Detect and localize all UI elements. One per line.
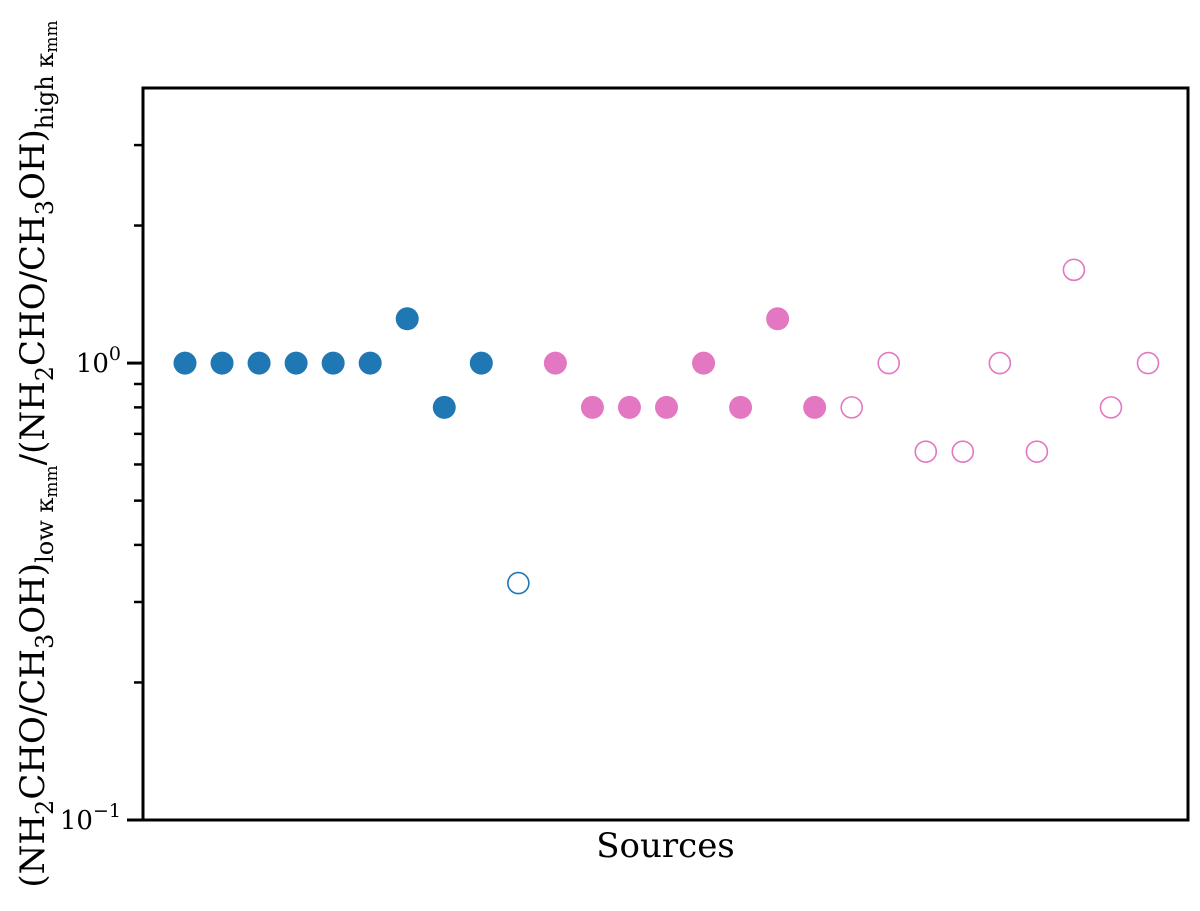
y-axis-ticks: 10−1 100 [60, 143, 143, 836]
filled-data-point [766, 307, 790, 331]
plot-frame [141, 86, 1190, 822]
open-data-point [988, 351, 1012, 375]
open-data-point [877, 351, 901, 375]
y-tick-label: 10−1 [60, 800, 121, 836]
filled-data-point [173, 351, 197, 375]
filled-data-point [655, 395, 678, 419]
open-data-point [1025, 440, 1049, 463]
open-data-point [1136, 351, 1160, 375]
filled-data-point [284, 351, 308, 375]
filled-data-point [469, 351, 493, 375]
open-data-point [840, 396, 863, 419]
filled-data-point [617, 395, 641, 419]
open-data-point [507, 571, 530, 595]
filled-data-point [692, 351, 716, 375]
filled-data-point [580, 395, 604, 419]
open-data-point [951, 440, 975, 463]
open-data-point [914, 440, 938, 463]
filled-data-point [729, 395, 753, 419]
open-data-point [1099, 396, 1123, 419]
filled-data-point [432, 395, 456, 419]
x-axis-label: Sources [596, 826, 735, 866]
filled-data-point [358, 351, 382, 375]
filled-data-point [395, 307, 419, 331]
filled-data-point [210, 351, 234, 375]
filled-data-point [321, 351, 345, 375]
filled-data-point [247, 351, 271, 375]
y-axis-label: (NH2CHO/CH3OH)low κmm/(NH2CHO/CH3OH)high… [13, 20, 62, 887]
filled-data-point [543, 351, 567, 375]
filled-data-point [803, 395, 827, 419]
data-points [173, 258, 1160, 595]
open-data-point [1062, 258, 1086, 282]
y-tick-label: 100 [76, 343, 121, 379]
